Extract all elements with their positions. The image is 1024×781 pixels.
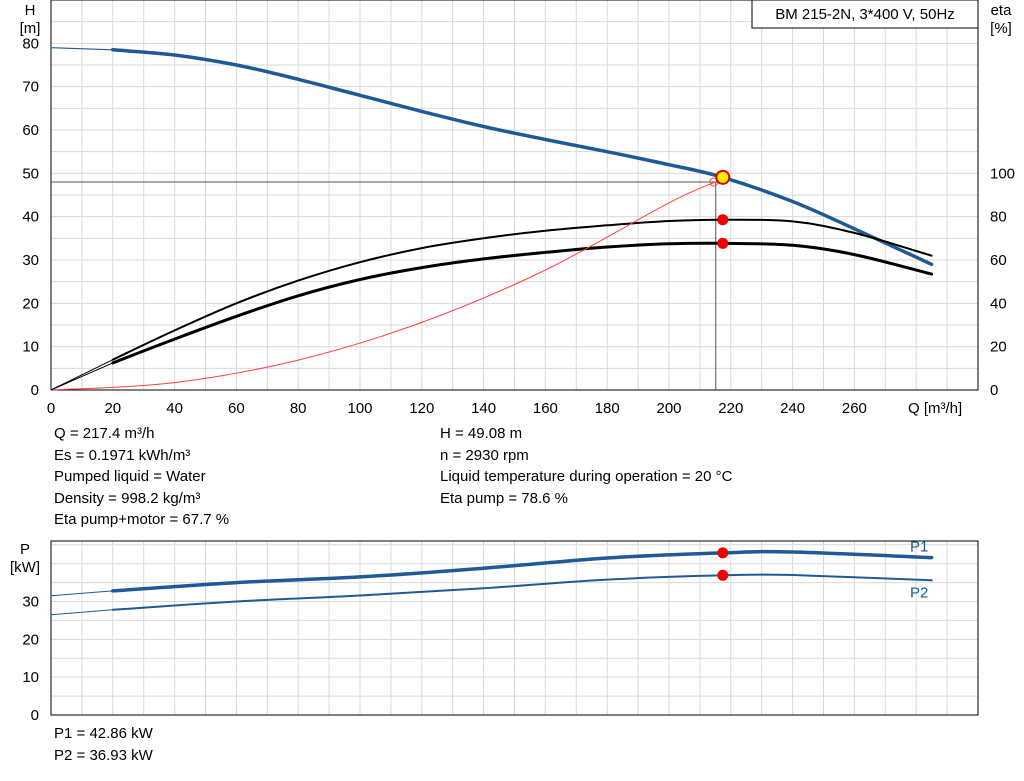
- info-eta-pump: Eta pump = 78.6 %: [440, 489, 568, 507]
- info-density: Density = 998.2 kg/m³: [54, 489, 201, 507]
- x-tick-label: 60: [228, 400, 245, 417]
- y-left-tick-label: 40: [22, 209, 39, 226]
- x-tick-label: 240: [780, 400, 805, 417]
- top-chart-curves: [50, 47, 934, 391]
- y-left-tick-label: 80: [22, 35, 39, 52]
- info-head: H = 49.08 m: [440, 425, 523, 442]
- curve-eta-pump-motor-extension: [50, 362, 114, 391]
- x-axis-label: Q [m³/h]: [908, 400, 962, 417]
- title-box: [751, 0, 979, 29]
- x-tick-label: 120: [409, 400, 434, 417]
- top-chart-frame: [50, 0, 979, 391]
- x-tick-label: 260: [842, 400, 867, 417]
- top-chart-labels: 0 20 40 60 80 100 120 140 160 180 200 220 240 2600102…: [20, 0, 1015, 417]
- power-chart-frame: [50, 540, 979, 716]
- series-label-p1: P1: [910, 539, 928, 556]
- p2-operating-point: [717, 569, 729, 581]
- power-y-axis-name: P: [20, 541, 30, 558]
- info-p2: P2 = 36.93 kW: [54, 746, 153, 764]
- eta-pump-operating-point: [717, 214, 729, 226]
- curve-head: [111, 48, 934, 267]
- y-right-tick-label: 80: [990, 209, 1007, 226]
- power-chart-labels: 0 10 20 30 P[kW] P1 P2: [10, 539, 928, 724]
- x-tick-label: 20: [104, 400, 121, 417]
- y-left-tick-label: 20: [22, 295, 39, 312]
- y-left-tick-label: 10: [22, 339, 39, 356]
- y-left-axis-unit: [m]: [20, 20, 41, 37]
- power-chart-grid: [50, 540, 979, 716]
- power-y-tick-label: 10: [22, 669, 39, 686]
- y-left-tick-label: 60: [22, 122, 39, 139]
- info-eta-pump-motor: Eta pump+motor = 67.7 %: [54, 511, 230, 528]
- y-right-axis-unit: [%]: [990, 20, 1012, 37]
- x-tick-label: 100: [347, 400, 372, 417]
- info-specific-energy: Es = 0.1971 kWh/m³: [54, 446, 191, 464]
- power-y-axis-unit: [kW]: [10, 559, 40, 576]
- head-operating-point: [715, 169, 731, 185]
- info-p1: P1 = 42.86 kW: [54, 725, 153, 742]
- info-liquid-temperature: Liquid temperature during operation = 20…: [440, 468, 733, 485]
- y-right-tick-label: 60: [990, 252, 1007, 269]
- curve-P2-extension: [50, 609, 114, 616]
- x-tick-label: 80: [290, 400, 307, 417]
- x-tick-label: 200: [656, 400, 681, 417]
- power-info: P1 = 42.86 kW P2 = 36.93 kW: [54, 723, 153, 766]
- top-chart-grid: [50, 0, 979, 391]
- y-left-tick-label: 50: [22, 165, 39, 182]
- chart-title: BM 215-2N, 3*400 V, 50Hz: [775, 6, 955, 23]
- power-y-tick-label: 30: [22, 594, 39, 611]
- power-chart-curves: [50, 547, 934, 616]
- y-right-tick-label: 0: [990, 382, 998, 399]
- curve-eta-pump-motor: [111, 241, 934, 365]
- eta-pump-motor-operating-point: [717, 237, 729, 249]
- y-left-tick-label: 0: [31, 382, 39, 399]
- info-flow: Q = 217.4 m³/h: [54, 425, 155, 442]
- y-left-axis-name: H: [25, 2, 36, 19]
- power-y-tick-label: 20: [22, 631, 39, 648]
- y-right-tick-label: 100: [990, 165, 1015, 182]
- curve-P1-extension: [50, 590, 114, 597]
- x-tick-label: 180: [595, 400, 620, 417]
- y-right-tick-label: 20: [990, 339, 1007, 356]
- y-left-tick-label: 70: [22, 79, 39, 96]
- info-left: Q = 217.4 m³/h Es = 0.1971 kWh/m³ Pumped…: [54, 423, 229, 531]
- x-tick-label: 0: [47, 400, 55, 417]
- p1-operating-point: [717, 547, 729, 559]
- x-tick-label: 160: [533, 400, 558, 417]
- x-tick-label: 220: [718, 400, 743, 417]
- info-speed: n = 2930 rpm: [440, 446, 529, 464]
- x-tick-label: 140: [471, 400, 496, 417]
- curve-P2: [111, 573, 933, 611]
- y-right-axis-name: eta: [991, 2, 1013, 19]
- curve-P1: [111, 549, 934, 593]
- series-label-p2: P2: [910, 584, 928, 601]
- info-right: H = 49.08 m n = 2930 rpm Liquid temperat…: [440, 423, 732, 509]
- x-tick-label: 40: [166, 400, 183, 417]
- curve-eta-pump: [111, 218, 933, 361]
- curve-system-curve: [50, 181, 716, 391]
- info-pumped-liquid: Pumped liquid = Water: [54, 468, 206, 485]
- curve-head-extension: [50, 47, 114, 51]
- power-y-tick-label: 0: [31, 707, 39, 724]
- y-left-tick-label: 30: [22, 252, 39, 269]
- y-right-tick-label: 40: [990, 295, 1007, 312]
